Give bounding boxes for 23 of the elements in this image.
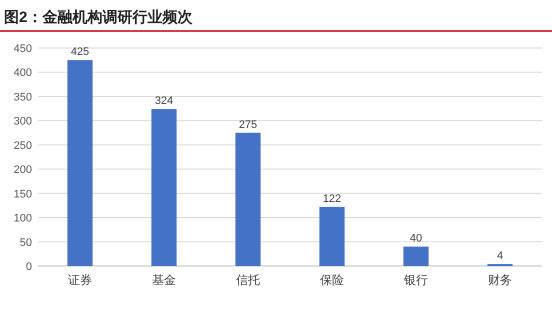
y-tick-label: 150 xyxy=(14,188,32,200)
y-tick-label: 200 xyxy=(14,164,32,176)
x-tick-label: 保险 xyxy=(320,273,344,287)
x-tick-label: 银行 xyxy=(403,273,428,287)
data-label: 4 xyxy=(496,250,504,262)
y-tick-label: 450 xyxy=(14,43,32,55)
data-label: 425 xyxy=(70,46,90,58)
y-tick-label: 250 xyxy=(14,140,32,152)
y-tick-label: 0 xyxy=(26,261,32,273)
y-tick-label: 300 xyxy=(14,116,32,128)
y-tick-label: 350 xyxy=(14,91,32,104)
data-label: 275 xyxy=(238,118,258,131)
data-label: 40 xyxy=(410,232,422,245)
data-label: 122 xyxy=(322,192,342,205)
title: 图2：金融机构调研行业频次 xyxy=(4,9,192,26)
x-tick-label: 信托 xyxy=(236,273,260,287)
x-tick-label: 基金 xyxy=(152,273,176,287)
data-label: 324 xyxy=(154,95,174,108)
x-tick-label: 财务 xyxy=(488,273,512,287)
y-tick-label: 400 xyxy=(14,67,32,80)
y-tick-label: 100 xyxy=(14,212,32,225)
x-tick-label: 证券 xyxy=(68,273,92,287)
y-tick-label: 50 xyxy=(20,236,32,249)
